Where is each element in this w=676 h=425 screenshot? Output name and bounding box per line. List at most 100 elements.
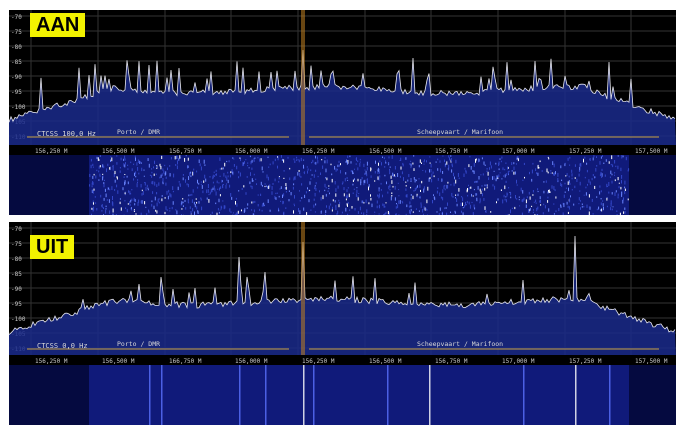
- waterfall-mark: [111, 186, 113, 190]
- waterfall-mark: [550, 170, 552, 172]
- waterfall-mark: [463, 173, 465, 177]
- waterfall-mark: [536, 214, 538, 215]
- waterfall-mark: [322, 165, 324, 169]
- waterfall-mark: [423, 186, 425, 190]
- waterfall-mark: [366, 173, 368, 177]
- waterfall-mark: [257, 156, 259, 159]
- waterfall-mark: [511, 162, 513, 165]
- waterfall-mark: [532, 190, 534, 193]
- waterfall-mark: [262, 171, 264, 173]
- x-tick-label: 156,250 M: [302, 148, 335, 155]
- waterfall-mark: [565, 187, 567, 189]
- waterfall-mark: [497, 177, 499, 179]
- waterfall-mark: [376, 200, 378, 204]
- waterfall-mark: [282, 194, 283, 198]
- waterfall-mark: [352, 192, 354, 194]
- waterfall-mark: [91, 207, 93, 210]
- waterfall-mark: [288, 190, 290, 192]
- waterfall-mark: [376, 205, 378, 209]
- waterfall-mark: [303, 207, 305, 211]
- waterfall-mark: [220, 186, 222, 189]
- waterfall-mark: [390, 196, 392, 201]
- waterfall-mark: [462, 197, 464, 202]
- waterfall-mark: [124, 158, 126, 161]
- waterfall-mark: [184, 199, 186, 202]
- waterfall-mark: [497, 175, 499, 179]
- waterfall-mark: [484, 184, 486, 187]
- waterfall-mark: [293, 183, 295, 186]
- waterfall-mark: [371, 203, 373, 208]
- waterfall-mark: [502, 199, 504, 204]
- waterfall-mark: [223, 172, 225, 177]
- waterfall-mark: [134, 199, 136, 202]
- waterfall-mark: [195, 198, 197, 200]
- waterfall-mark: [287, 156, 289, 159]
- waterfall-mark: [617, 165, 619, 170]
- waterfall-mark: [169, 165, 171, 167]
- waterfall-mark: [386, 181, 387, 185]
- waterfall-mark: [574, 164, 576, 167]
- waterfall-mark: [359, 161, 361, 163]
- waterfall-mark: [252, 201, 254, 204]
- waterfall-mark: [578, 173, 580, 177]
- waterfall-mark: [130, 161, 132, 164]
- waterfall-mark: [253, 173, 255, 176]
- waterfall-mark: [484, 164, 486, 166]
- waterfall-mark: [567, 181, 569, 185]
- waterfall-mark: [194, 211, 195, 215]
- waterfall-mark: [266, 174, 268, 179]
- waterfall-mark: [473, 189, 475, 191]
- waterfall-mark: [498, 168, 500, 171]
- waterfall-mark: [153, 173, 155, 176]
- waterfall-mark: [478, 176, 480, 180]
- waterfall-mark: [495, 162, 497, 165]
- waterfall-mark: [279, 188, 281, 190]
- waterfall-mark: [283, 177, 285, 179]
- waterfall-mark: [439, 207, 441, 211]
- waterfall-mark: [361, 212, 362, 214]
- waterfall-mark: [543, 203, 545, 206]
- waterfall-mark: [310, 169, 312, 172]
- waterfall-mark: [442, 189, 444, 194]
- waterfall-mark: [147, 187, 149, 189]
- waterfall-mark: [99, 175, 101, 177]
- waterfall-mark: [539, 196, 541, 200]
- waterfall-mark: [585, 192, 587, 196]
- waterfall-mark: [481, 188, 483, 191]
- waterfall-mark: [138, 172, 140, 175]
- waterfall-mark: [547, 200, 549, 203]
- waterfall-mark: [389, 166, 391, 168]
- waterfall-mark: [615, 165, 617, 168]
- waterfall-mark: [226, 160, 228, 163]
- waterfall-mark: [405, 181, 407, 183]
- waterfall-mark: [176, 210, 178, 215]
- waterfall-mark: [321, 159, 323, 161]
- waterfall-mark: [450, 155, 452, 157]
- waterfall-mark: [382, 156, 383, 158]
- waterfall-mark: [178, 181, 180, 183]
- waterfall-mark: [165, 182, 167, 186]
- x-tick-label: 156,750 M: [435, 358, 468, 365]
- y-tick-label: -85: [11, 271, 22, 278]
- waterfall-mark: [207, 184, 209, 188]
- waterfall-mark: [402, 162, 404, 165]
- spectrum-plot-bottom: -70-75-80-85-90-95-100-105-110Porto / DM…: [9, 222, 676, 357]
- x-tick-label: 156,500 M: [369, 148, 402, 155]
- waterfall-mark: [554, 189, 556, 192]
- y-tick-label: -95: [11, 301, 22, 308]
- waterfall-mark: [507, 166, 509, 169]
- waterfall-mark: [567, 157, 569, 161]
- waterfall-mark: [257, 194, 259, 196]
- waterfall-mark: [492, 176, 493, 180]
- waterfall-mark: [230, 193, 232, 197]
- waterfall-mark: [592, 213, 594, 215]
- waterfall-mark: [202, 190, 204, 194]
- waterfall-mark: [390, 175, 392, 179]
- waterfall-mark: [192, 208, 194, 212]
- waterfall-mark: [208, 199, 210, 203]
- waterfall-mark: [473, 162, 475, 167]
- waterfall-mark: [485, 210, 487, 213]
- waterfall-mark: [431, 178, 433, 183]
- waterfall-mark: [296, 159, 297, 161]
- waterfall-mark: [267, 186, 269, 189]
